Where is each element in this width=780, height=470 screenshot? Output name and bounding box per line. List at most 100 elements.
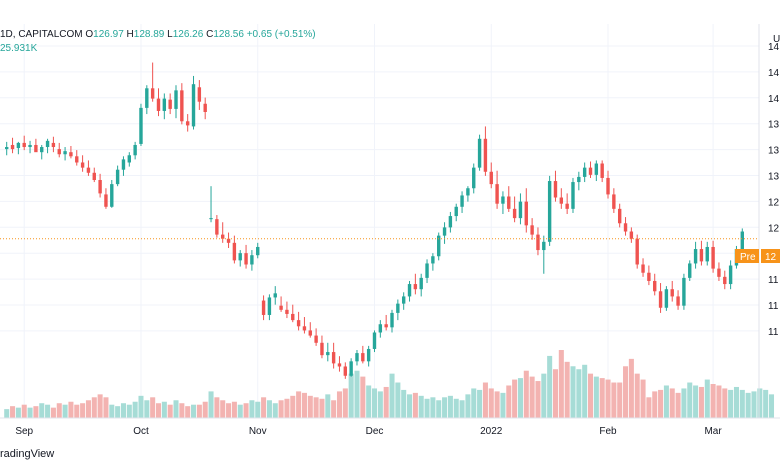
candle-body — [477, 138, 482, 168]
volume-value: 25.931K — [0, 43, 38, 54]
volume-bar — [80, 403, 86, 418]
time-axis[interactable]: Sep Oct Nov Dec 2022 Feb Mar — [15, 426, 722, 437]
volume-bar — [447, 395, 453, 418]
volume-bar — [10, 406, 16, 418]
volume-bar — [693, 385, 699, 418]
candle-body — [291, 313, 295, 321]
candle-body — [203, 103, 207, 112]
candle-body — [256, 246, 260, 256]
price-tag: Pre 12 — [735, 249, 780, 263]
volume-bar — [675, 392, 681, 418]
high-value: 128.89 — [133, 29, 165, 40]
axis-corner-label: U — [773, 34, 780, 45]
volume-bar — [745, 392, 751, 418]
candle-body — [296, 320, 301, 327]
candle-body — [40, 147, 44, 153]
candle-body — [22, 142, 26, 148]
volume-bar — [15, 407, 21, 418]
volume-bar — [494, 391, 500, 418]
candle-body — [460, 195, 464, 207]
volume-bar — [617, 382, 623, 418]
volume-bar — [646, 397, 652, 418]
candle-body — [518, 201, 523, 219]
volume-bar — [506, 385, 512, 418]
volume-bar — [290, 395, 296, 418]
candle-body — [343, 366, 348, 376]
candle-body — [723, 276, 727, 285]
price-axis[interactable]: 14 14 14 13 13 13 12 12 12 11 11 11 — [768, 42, 780, 338]
volume-bars — [4, 350, 775, 418]
candle-body — [238, 253, 242, 261]
candle-body — [273, 293, 277, 298]
candle-body — [80, 162, 85, 168]
volume-bar — [383, 386, 389, 418]
volume-bar — [272, 403, 278, 418]
x-tick-label: Feb — [599, 426, 617, 437]
volume-bar — [500, 392, 506, 418]
volume-bar — [652, 391, 658, 418]
y-tick-label: 12 — [768, 197, 780, 208]
volume-bar — [325, 394, 331, 418]
volume-bar — [266, 400, 272, 418]
volume-bar — [488, 388, 494, 418]
candle-body — [635, 238, 639, 265]
candle-body — [69, 152, 73, 157]
volume-bar — [477, 389, 483, 418]
candle-body — [600, 163, 604, 178]
candle-body — [314, 335, 318, 343]
volume-bar — [27, 407, 33, 418]
tradingview-brand[interactable]: radingView — [0, 448, 55, 460]
candle-body — [390, 312, 394, 328]
volume-bar — [284, 398, 290, 418]
volume-bar — [132, 401, 138, 418]
candle-body — [472, 167, 476, 189]
volume-bar — [371, 388, 378, 418]
volume-bar — [482, 382, 488, 418]
candle-body — [425, 263, 429, 278]
candle-body — [16, 142, 21, 149]
volume-bar — [529, 376, 535, 418]
candle-body — [658, 291, 663, 308]
candle-body — [285, 309, 289, 314]
volume-bar — [623, 366, 629, 418]
volume-bar — [243, 403, 249, 418]
x-tick-label: Mar — [704, 426, 722, 437]
candle-body — [699, 249, 704, 262]
y-tick-label: 13 — [768, 146, 780, 157]
candle-body — [63, 151, 67, 155]
volume-bar — [459, 400, 465, 418]
candle-body — [542, 241, 546, 251]
candle-body — [676, 296, 680, 306]
candle-body — [647, 272, 651, 281]
candle-body — [571, 182, 575, 209]
volume-bar — [138, 395, 144, 418]
candle-body — [693, 249, 698, 264]
candle-body — [180, 90, 184, 122]
volume-bar — [722, 388, 728, 418]
candle-body — [559, 197, 564, 204]
candle-body — [717, 268, 721, 277]
candle-body — [215, 219, 219, 235]
candle-body — [209, 218, 213, 220]
candle-body — [466, 188, 470, 196]
candle-body — [197, 87, 202, 102]
volume-bar — [716, 385, 722, 418]
volume-bar — [360, 376, 366, 418]
volume-bar — [605, 379, 611, 418]
candle-body — [728, 265, 733, 285]
volume-bar — [471, 388, 477, 418]
candle-body — [547, 181, 552, 242]
volume-bar — [687, 382, 693, 418]
volume-bar — [21, 404, 27, 418]
volume-bar — [611, 382, 617, 418]
candle-body — [372, 332, 377, 349]
y-tick-label: 14 — [768, 94, 780, 105]
change-value: +0.65 (+0.51%) — [246, 29, 316, 40]
volume-bar — [558, 350, 564, 418]
price-tag-value-bg — [761, 249, 780, 263]
volume-bar — [640, 379, 646, 418]
candle-body — [413, 284, 418, 290]
symbol-label[interactable]: 1D, CAPITALCOM — [0, 29, 83, 40]
ohlc-legend: 1D, CAPITALCOM O126.97 H128.89 L126.26 C… — [0, 29, 316, 40]
